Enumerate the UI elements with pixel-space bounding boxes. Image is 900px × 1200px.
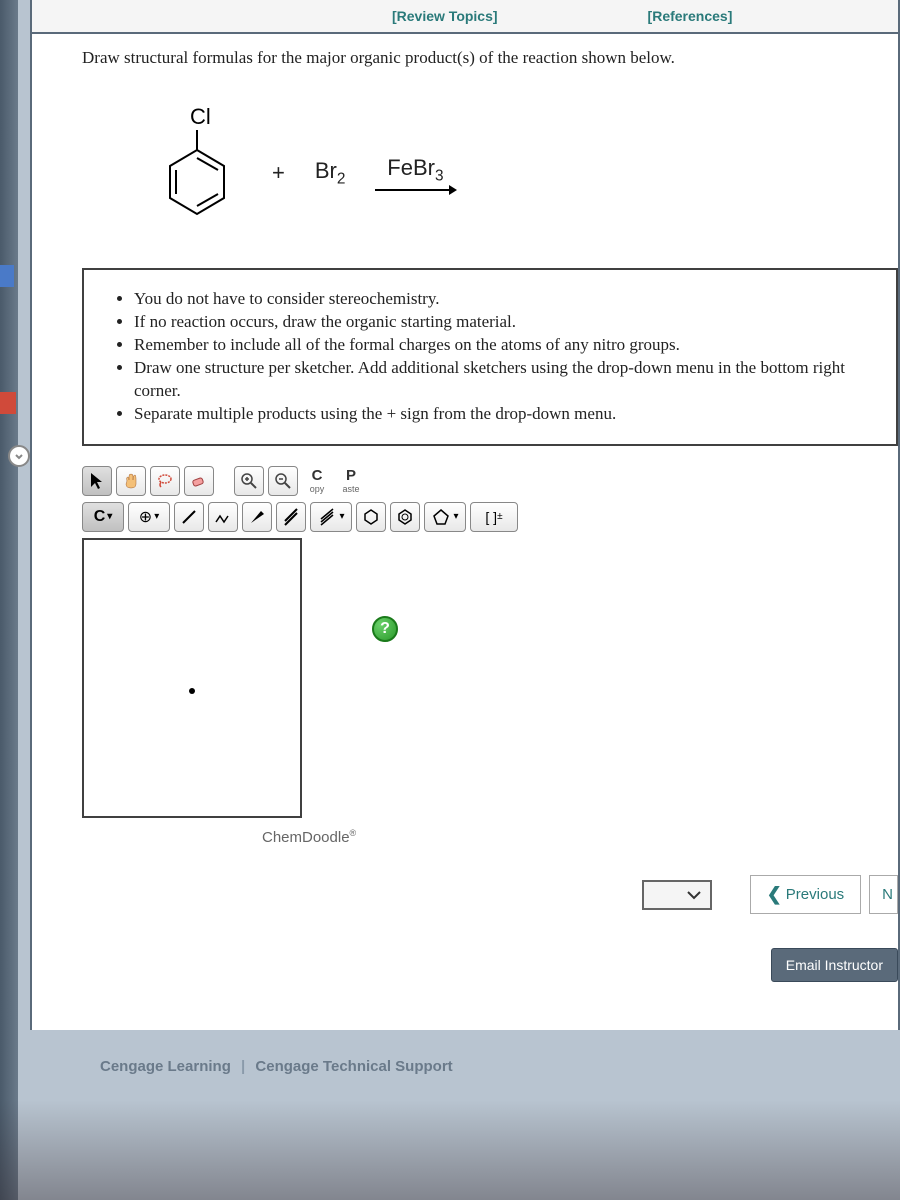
copy-button[interactable]: Copy <box>302 466 332 496</box>
instruction-item: Separate multiple products using the + s… <box>134 403 876 426</box>
instruction-item: You do not have to consider stereochemis… <box>134 288 876 311</box>
chain-bond-button[interactable] <box>208 502 238 532</box>
canvas-atom-dot[interactable] <box>189 688 195 694</box>
page-container: [Review Topics] [References] Draw struct… <box>30 0 900 1030</box>
ring-hexagon-button[interactable] <box>356 502 386 532</box>
eraser-tool-button[interactable] <box>184 466 214 496</box>
atom-picker-button[interactable]: C▾ <box>82 502 124 532</box>
plus-sign: + <box>272 160 285 186</box>
cursor-tool-button[interactable] <box>82 466 112 496</box>
add-sketcher-dropdown[interactable] <box>642 880 712 910</box>
ring-pentagon-button[interactable]: ▾ <box>424 502 466 532</box>
sketcher-area: Copy Paste C▾ ⊕▾ <box>82 466 898 846</box>
single-bond-button[interactable] <box>174 502 204 532</box>
reaction-scheme: Cl + Br2 FeBr3 <box>32 88 898 268</box>
double-bond-button[interactable] <box>276 502 306 532</box>
previous-button[interactable]: ❮ Previous <box>750 875 861 914</box>
lasso-tool-button[interactable] <box>150 466 180 496</box>
chemdoodle-label: ChemDoodle® <box>262 828 898 846</box>
wedge-bond-button[interactable] <box>242 502 272 532</box>
left-tab-red <box>0 392 16 414</box>
tech-support-link[interactable]: Cengage Technical Support <box>255 1058 452 1075</box>
left-tab-blue <box>0 265 14 287</box>
toolbar-row-2: C▾ ⊕▾ ▾ <box>82 502 898 532</box>
footer-links: Cengage Learning | Cengage Technical Sup… <box>100 1058 453 1075</box>
cengage-learning-link[interactable]: Cengage Learning <box>100 1058 231 1075</box>
ring-benzene-button[interactable] <box>390 502 420 532</box>
zoom-out-button[interactable] <box>268 466 298 496</box>
brackets-button[interactable]: [ ]± <box>470 502 518 532</box>
instructions-box: You do not have to consider stereochemis… <box>82 268 898 446</box>
instruction-item: Draw one structure per sketcher. Add add… <box>134 357 876 403</box>
top-links-bar: [Review Topics] [References] <box>32 0 898 34</box>
email-instructor-button[interactable]: Email Instructor <box>771 948 898 982</box>
toolbar-row-1: Copy Paste <box>82 466 898 496</box>
zoom-in-button[interactable] <box>234 466 264 496</box>
question-text: Draw structural formulas for the major o… <box>32 34 898 88</box>
bottom-shadow <box>0 1100 900 1200</box>
reagent: Br2 <box>315 158 346 188</box>
charge-button[interactable]: ⊕▾ <box>128 502 170 532</box>
instruction-item: Remember to include all of the formal ch… <box>134 334 876 357</box>
help-button[interactable]: ? <box>372 616 398 642</box>
chevron-left-icon: ❮ <box>767 884 782 905</box>
catalyst-arrow: FeBr3 <box>375 155 455 191</box>
left-edge-bar <box>0 0 18 1200</box>
reaction-arrow <box>375 189 455 191</box>
cl-label: Cl <box>190 108 211 129</box>
next-button[interactable]: N <box>869 875 898 914</box>
review-topics-link[interactable]: [Review Topics] <box>392 8 498 24</box>
instruction-item: If no reaction occurs, draw the organic … <box>134 311 876 334</box>
hand-tool-button[interactable] <box>116 466 146 496</box>
triple-bond-button[interactable]: ▾ <box>310 502 352 532</box>
starting-material: Cl <box>152 108 242 238</box>
paste-button[interactable]: Paste <box>336 466 366 496</box>
references-link[interactable]: [References] <box>648 8 733 24</box>
sketcher-canvas[interactable] <box>82 538 302 818</box>
expand-chevron-button[interactable] <box>8 445 30 467</box>
nav-buttons: ❮ Previous N <box>750 875 898 914</box>
